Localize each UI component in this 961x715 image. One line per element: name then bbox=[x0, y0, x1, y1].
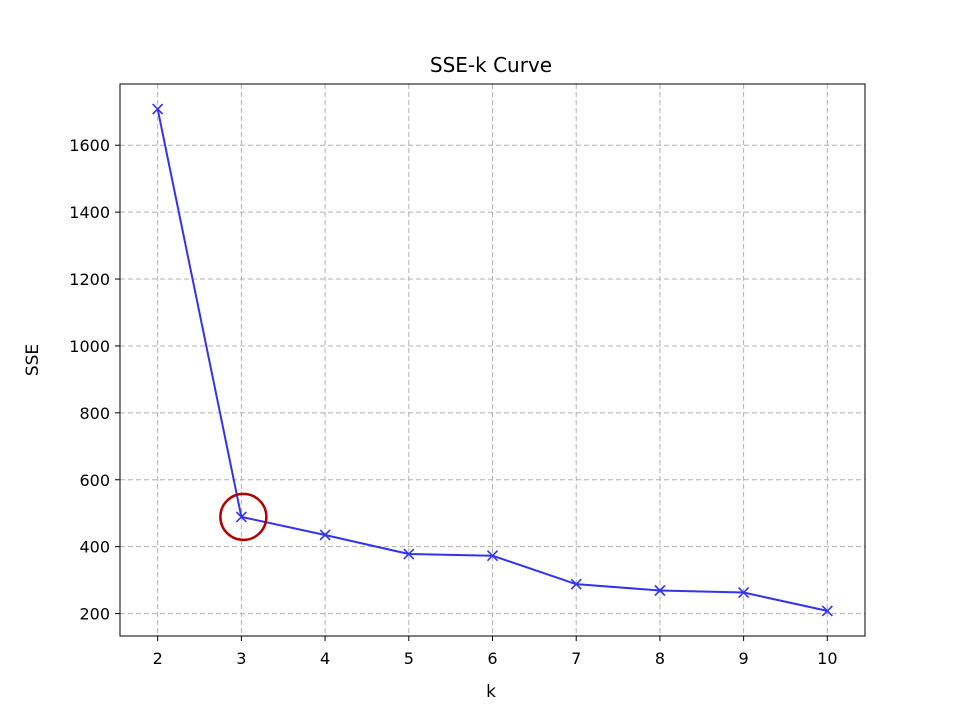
y-tick-label: 400 bbox=[79, 538, 110, 557]
marker-stroke bbox=[570, 578, 582, 590]
axis-ticks: 2 3 4 5 6 7 8 9 10 200 400 600 800 1000 1200 1400 1600 bbox=[69, 136, 837, 668]
elbow-highlight bbox=[219, 492, 268, 542]
marker-stroke bbox=[654, 584, 666, 597]
x-tick-label: 6 bbox=[487, 649, 497, 668]
y-tick-label: 600 bbox=[79, 471, 110, 490]
data-point-marker bbox=[319, 529, 331, 541]
y-tick-label: 800 bbox=[79, 404, 110, 423]
x-tick-label: 3 bbox=[236, 649, 246, 668]
x-tick-label: 7 bbox=[571, 649, 581, 668]
y-tick-label: 1400 bbox=[69, 203, 110, 222]
marker-stroke bbox=[235, 511, 247, 523]
x-tick-label: 10 bbox=[817, 649, 837, 668]
data-series bbox=[152, 103, 833, 617]
data-point-marker bbox=[738, 586, 750, 599]
chart-title: SSE-k Curve bbox=[430, 53, 552, 77]
x-tick-label: 4 bbox=[320, 649, 330, 668]
y-tick-label: 1600 bbox=[69, 136, 110, 155]
y-tick-label: 200 bbox=[79, 605, 110, 624]
marker-stroke bbox=[319, 529, 331, 541]
y-axis-label: SSE bbox=[23, 344, 43, 376]
marker-stroke bbox=[738, 586, 750, 599]
data-point-marker bbox=[654, 584, 666, 597]
x-axis-label: k bbox=[486, 682, 496, 702]
data-point-marker bbox=[486, 550, 499, 562]
y-tick-label: 1200 bbox=[69, 270, 110, 289]
marker-stroke bbox=[486, 550, 499, 562]
y-tick-label: 1000 bbox=[69, 337, 110, 356]
x-tick-label: 8 bbox=[655, 649, 665, 668]
data-point-marker bbox=[403, 548, 415, 560]
marker-stroke bbox=[152, 103, 164, 115]
plot-frame bbox=[119, 83, 866, 637]
marker-stroke bbox=[403, 548, 415, 560]
x-tick-label: 9 bbox=[739, 649, 749, 668]
grid-lines bbox=[120, 84, 865, 636]
data-point-marker bbox=[152, 103, 164, 115]
elbow-circle bbox=[219, 492, 268, 542]
x-tick-label: 2 bbox=[153, 649, 163, 668]
x-tick-label: 5 bbox=[404, 649, 414, 668]
data-point-marker bbox=[570, 578, 582, 590]
data-point-marker bbox=[235, 511, 247, 523]
data-point-marker bbox=[821, 605, 833, 617]
marker-stroke bbox=[821, 605, 833, 617]
